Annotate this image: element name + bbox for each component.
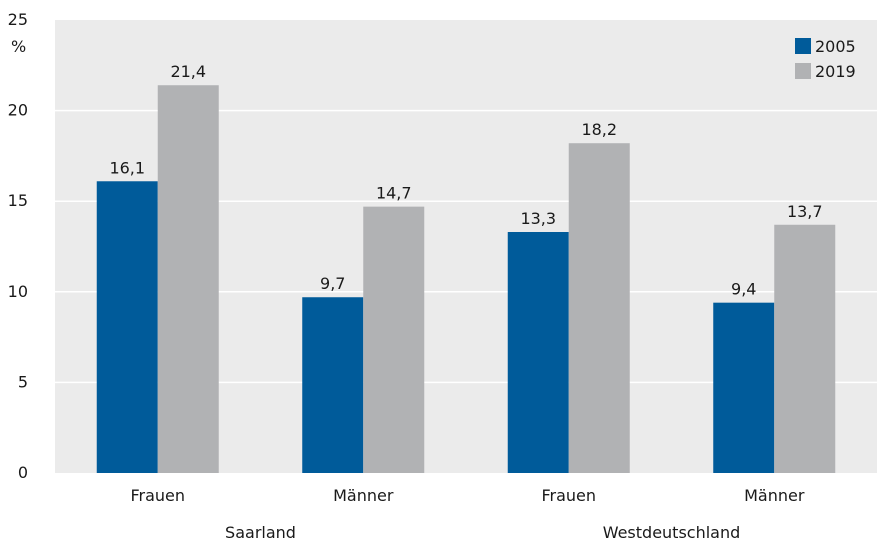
data-labels: 16,1 21,4 9,7 14,7 13,3 18,2 9,4 13,7 <box>109 62 822 298</box>
bars <box>96 85 836 474</box>
legend-label: 2019 <box>815 62 856 81</box>
data-label: 13,7 <box>787 202 823 221</box>
legend: 2005 2019 <box>795 37 856 81</box>
category-labels: Frauen Männer Frauen Männer <box>130 486 804 505</box>
legend-label: 2005 <box>815 37 856 56</box>
category-label: Frauen <box>130 486 185 505</box>
bar <box>157 85 219 474</box>
group-label: Westdeutschland <box>603 523 741 540</box>
group-labels: Saarland Westdeutschland <box>225 523 740 540</box>
bar <box>96 181 158 473</box>
category-label: Frauen <box>541 486 596 505</box>
y-axis-ticks: 0 5 10 15 20 25 <box>8 10 28 482</box>
group-label: Saarland <box>225 523 296 540</box>
bar <box>713 302 775 473</box>
data-label: 14,7 <box>376 184 412 203</box>
y-tick-label: 0 <box>18 463 28 482</box>
legend-swatch <box>795 38 811 54</box>
category-label: Männer <box>333 486 394 505</box>
data-label: 16,1 <box>109 158 145 177</box>
y-tick-label: 10 <box>8 282 28 301</box>
category-label: Männer <box>744 486 805 505</box>
bar <box>363 206 425 474</box>
data-label: 9,4 <box>731 280 756 299</box>
data-label: 21,4 <box>170 62 206 81</box>
legend-swatch <box>795 63 811 79</box>
y-axis-label: % <box>11 37 26 56</box>
bar <box>568 143 630 473</box>
y-tick-label: 25 <box>8 10 28 29</box>
y-tick-label: 5 <box>18 372 28 391</box>
y-tick-label: 15 <box>8 191 28 210</box>
bar <box>302 297 364 473</box>
data-label: 13,3 <box>520 209 556 228</box>
data-label: 18,2 <box>581 120 617 139</box>
data-label: 9,7 <box>320 274 345 293</box>
y-tick-label: 20 <box>8 101 28 120</box>
bar <box>507 232 569 473</box>
bar <box>774 224 836 473</box>
